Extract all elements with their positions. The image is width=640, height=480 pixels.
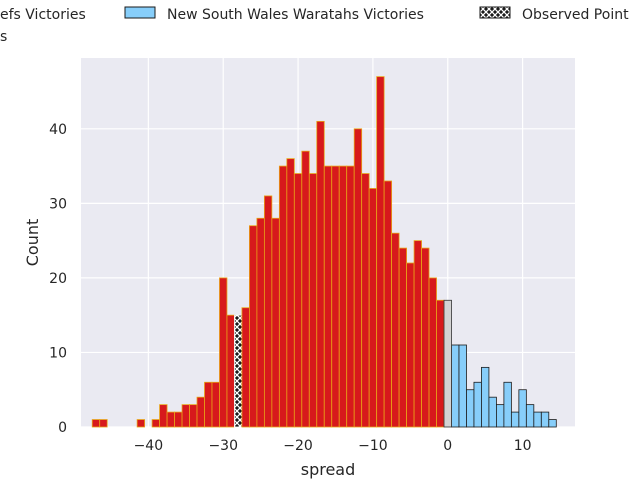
y-tick-label: 30 <box>49 196 67 212</box>
legend-swatch-series-1 <box>124 6 156 19</box>
y-tick-label: 0 <box>58 420 67 436</box>
bar-series-0 <box>91 419 101 428</box>
bar-series-0 <box>398 247 407 428</box>
bar-series-0 <box>136 419 146 428</box>
bar-series-0 <box>219 277 228 428</box>
legend-label-series-0: efs Victories <box>0 7 86 23</box>
bar-series-1 <box>481 366 490 428</box>
bar-series-0 <box>391 232 400 428</box>
x-axis-ticks: −40 −30 −20 −10 0 10 <box>134 438 532 454</box>
legend: efs Victories New South Wales Waratahs V… <box>0 6 629 45</box>
x-tick-label: 0 <box>443 438 452 454</box>
y-tick-label: 10 <box>49 345 67 361</box>
bar-series-0 <box>249 225 258 428</box>
bar-series-0 <box>196 396 205 428</box>
bar-series-0 <box>189 404 198 428</box>
bar-series-0 <box>413 240 422 428</box>
bar-series-0 <box>293 173 303 428</box>
x-tick-label: −10 <box>358 438 388 454</box>
observed-point-bar <box>234 314 243 428</box>
bar-series-0 <box>353 128 363 428</box>
bar-series-0 <box>263 195 273 428</box>
y-tick-label: 20 <box>49 271 67 287</box>
bar-series-0 <box>211 381 220 428</box>
bar-series-1 <box>466 389 475 428</box>
bar-series-0 <box>346 165 355 428</box>
legend-label-series-1: New South Wales Waratahs Victories <box>167 7 424 23</box>
bar-series-0 <box>174 411 183 428</box>
bar-series-1 <box>451 344 460 428</box>
bar-series-1 <box>510 411 520 428</box>
bar-series-0 <box>383 180 393 428</box>
bar-series-0 <box>278 165 288 428</box>
bar-series-0 <box>99 419 108 428</box>
x-tick-label: −30 <box>208 438 238 454</box>
bar-series-1 <box>496 404 505 428</box>
x-axis-label: spread <box>301 460 356 479</box>
bar-series-1 <box>548 419 557 428</box>
bar-series-0 <box>271 217 280 428</box>
bar-series-0 <box>256 217 265 428</box>
bars-group <box>91 76 557 428</box>
bar-series-1 <box>503 381 512 428</box>
y-axis-ticks: 0 10 20 30 40 <box>49 122 67 436</box>
bar-series-0 <box>428 277 437 428</box>
bar-series-0 <box>151 419 160 428</box>
bar-series-0 <box>204 381 213 428</box>
legend-overflow-text: s <box>0 29 7 45</box>
bar-series-1 <box>488 396 497 428</box>
bar-series-0 <box>361 173 370 428</box>
bar-tie <box>443 299 452 428</box>
bar-series-1 <box>540 411 550 428</box>
bar-series-0 <box>316 120 325 428</box>
bar-series-0 <box>159 404 168 428</box>
x-tick-label: −20 <box>283 438 313 454</box>
bar-series-0 <box>368 188 378 428</box>
bar-series-0 <box>301 150 310 428</box>
bar-series-1 <box>533 411 542 428</box>
bar-series-0 <box>406 262 415 428</box>
x-tick-label: −40 <box>134 438 164 454</box>
bar-series-0 <box>436 299 445 428</box>
bar-series-0 <box>331 165 340 428</box>
bar-series-0 <box>421 247 430 428</box>
bar-series-0 <box>376 76 385 428</box>
legend-label-observed: Observed Point <box>522 7 629 23</box>
bar-series-1 <box>473 381 482 428</box>
bar-series-0 <box>181 404 190 428</box>
bar-series-1 <box>518 389 527 428</box>
bar-series-1 <box>525 404 535 428</box>
y-axis-label: Count <box>23 219 42 267</box>
legend-swatch-observed <box>479 6 511 19</box>
bar-series-1 <box>458 344 467 428</box>
x-tick-label: 10 <box>514 438 532 454</box>
bar-series-0 <box>308 173 318 428</box>
bar-series-0 <box>226 314 235 428</box>
bar-series-0 <box>166 411 175 428</box>
bar-series-0 <box>241 307 250 428</box>
y-tick-label: 40 <box>49 122 67 138</box>
bar-series-0 <box>323 165 333 428</box>
bar-series-0 <box>338 165 348 428</box>
bar-series-0 <box>286 158 295 428</box>
